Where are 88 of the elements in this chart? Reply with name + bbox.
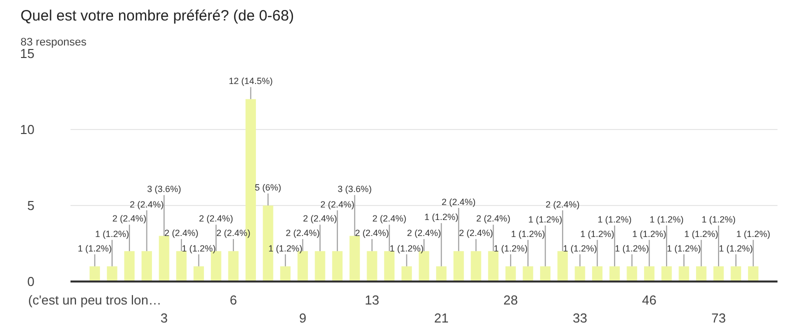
bar — [280, 266, 291, 282]
data-label: 1 (1.2%) — [580, 228, 614, 239]
bar — [505, 266, 516, 282]
data-label: 1 (1.2%) — [666, 243, 701, 254]
data-label: 2 (2.4%) — [199, 214, 234, 224]
bar — [626, 266, 638, 282]
data-label: 3 (3.6%) — [147, 184, 182, 194]
data-label: 2 (2.4%) — [320, 199, 354, 210]
x-tick-label: 46 — [642, 292, 657, 308]
bar — [349, 236, 360, 282]
bar — [696, 266, 706, 282]
data-label: 1 (1.2%) — [562, 243, 597, 254]
bar — [106, 266, 118, 282]
data-label: 1 (1.2%) — [632, 228, 666, 239]
data-label: 1 (1.2%) — [268, 243, 302, 254]
data-label: 2 (2.4%) — [286, 228, 320, 238]
x-tick-label: 9 — [299, 310, 306, 326]
bar — [470, 251, 482, 282]
data-label: 2 (2.4%) — [303, 214, 338, 224]
chart-subtitle: 83 responses — [20, 36, 88, 48]
bar — [436, 266, 447, 282]
bar — [661, 266, 672, 282]
data-label: 1 (1.2%) — [614, 243, 649, 254]
bar — [90, 266, 100, 282]
data-label: 1 (1.2%) — [702, 214, 736, 224]
bar — [228, 251, 239, 282]
bar — [713, 266, 724, 282]
bar — [142, 251, 152, 282]
bar — [488, 251, 499, 282]
data-label: 1 (1.2%) — [528, 214, 562, 224]
bar — [644, 266, 654, 282]
bar — [540, 266, 550, 282]
bar — [609, 266, 620, 282]
data-label: 2 (2.4%) — [442, 196, 476, 207]
bar — [748, 266, 758, 282]
bar — [730, 266, 742, 282]
data-label: 1 (1.2%) — [650, 214, 684, 224]
x-tick-label: 13 — [364, 292, 380, 308]
bar — [124, 251, 135, 282]
data-label: 1 (1.2%) — [95, 228, 130, 239]
data-label: 2 (2.4%) — [164, 228, 198, 238]
data-label: 2 (2.4%) — [355, 228, 390, 238]
data-label: 2 (2.4%) — [216, 228, 250, 238]
data-label: 1 (1.2%) — [736, 228, 770, 239]
bar — [592, 266, 602, 282]
data-label: 1 (1.2%) — [684, 228, 718, 239]
data-label: 2 (2.4%) — [476, 214, 510, 224]
data-label: 2 (2.4%) — [458, 228, 493, 238]
data-label: 2 (2.4%) — [372, 214, 406, 224]
y-tick-label: 10 — [20, 122, 35, 137]
bar — [194, 266, 204, 282]
bar — [158, 236, 170, 282]
bar — [366, 251, 378, 282]
y-tick-label: 0 — [27, 274, 35, 289]
y-tick-label: 5 — [27, 198, 35, 213]
data-label: 1 (1.2%) — [598, 214, 632, 224]
x-tick-label: 28 — [503, 292, 518, 308]
bar — [557, 251, 568, 282]
x-tick-label: 21 — [434, 310, 449, 326]
data-label: 1 (1.2%) — [424, 212, 458, 222]
x-tick-label: 6 — [230, 292, 238, 308]
data-label: 1 (1.2%) — [390, 243, 424, 254]
data-label: 2 (2.4%) — [406, 228, 442, 238]
data-label: 12 (14.5%) — [228, 76, 273, 86]
bar — [332, 251, 343, 282]
data-label: 1 (1.2%) — [718, 243, 753, 254]
bar — [384, 251, 395, 282]
bar — [314, 251, 326, 282]
y-tick-label: 15 — [20, 46, 35, 61]
bar — [262, 206, 274, 282]
data-label: 1 (1.2%) — [494, 243, 528, 254]
bar — [401, 266, 412, 282]
x-tick-label: 33 — [572, 310, 588, 326]
data-label: 1 (1.2%) — [78, 243, 112, 254]
data-label: 2 (2.4%) — [546, 199, 580, 210]
data-label: 2 (2.4%) — [112, 214, 146, 224]
bar — [678, 266, 690, 282]
data-label: 1 (1.2%) — [510, 228, 545, 239]
x-tick-label: 3 — [160, 310, 168, 326]
data-label: 2 (2.4%) — [130, 199, 164, 210]
x-tick-label: (c'est un peu tros lon… — [28, 292, 162, 308]
bar — [453, 251, 464, 282]
chart-title: Quel est votre nombre préféré? (de 0-68) — [20, 8, 294, 24]
data-label: 1 (1.2%) — [182, 243, 216, 254]
x-tick-label: 73 — [711, 310, 726, 326]
bar — [176, 251, 187, 282]
data-label: 3 (3.6%) — [338, 184, 372, 194]
data-label: 5 (6%) — [254, 182, 282, 192]
